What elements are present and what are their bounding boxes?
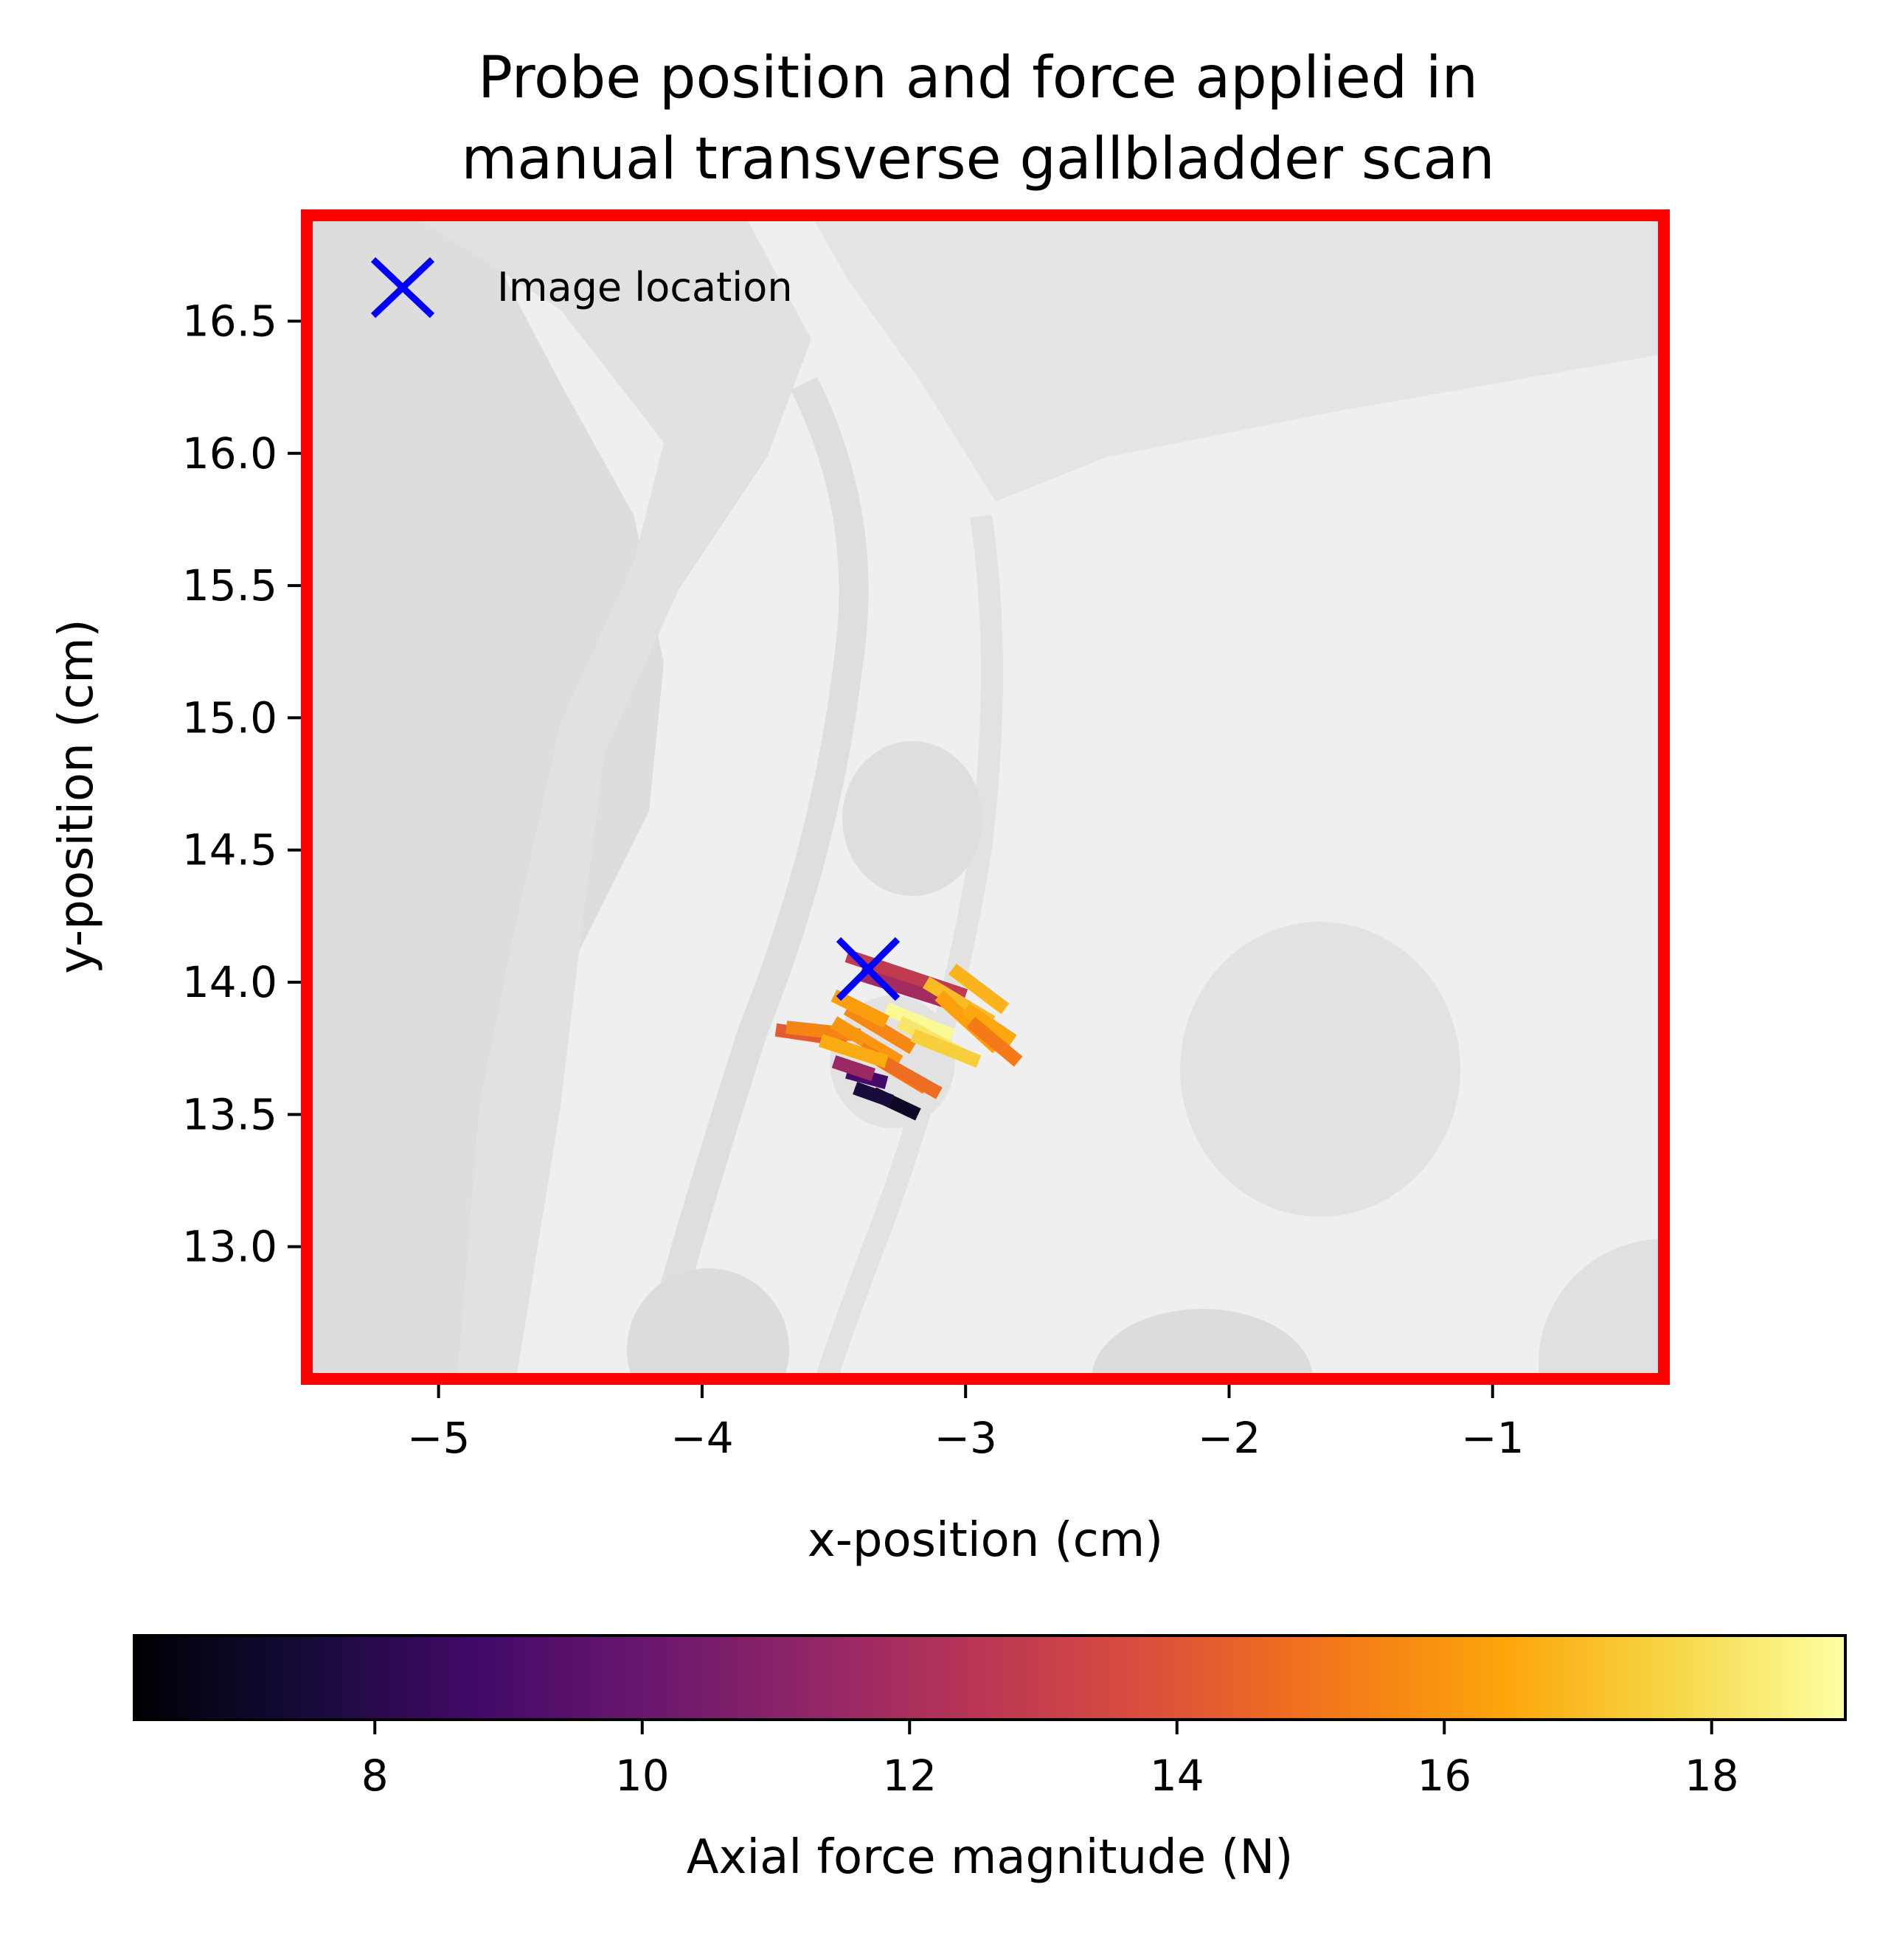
probe-force-segments (774, 949, 1023, 1121)
colorbar-tick-label: 16 (1417, 1751, 1471, 1801)
bg-blob-bottom-right (1539, 1239, 1664, 1379)
x-axis: −5 −4 −3 −2 −1 (407, 1385, 1524, 1463)
colorbar-tick-label: 12 (882, 1751, 937, 1801)
y-tick-label: 16.0 (182, 428, 277, 479)
y-tick-label: 13.0 (182, 1222, 277, 1272)
legend-x-marker-stroke-2 (370, 257, 435, 319)
x-tick-label: −5 (407, 1413, 471, 1463)
y-tick-label: 14.5 (182, 825, 277, 875)
colorbar-gradient (133, 1634, 1847, 1721)
y-tick-label: 15.0 (182, 692, 277, 743)
x-tick-label: −2 (1198, 1413, 1261, 1463)
plot-frame (301, 209, 1670, 1385)
chart-title-line-2: manual transverse gallbladder scan (461, 126, 1494, 192)
colorbar-tick-label: 10 (615, 1751, 670, 1801)
x-tick-label: −1 (1461, 1413, 1524, 1463)
background-image (307, 215, 1664, 1379)
probe-segment-16 (948, 963, 1010, 1015)
colorbar: 8 10 12 14 16 18 Axial force magnitude (N) (133, 1634, 1847, 1885)
x-axis-label: x-position (cm) (808, 1513, 1163, 1568)
x-tick-label: −3 (934, 1413, 997, 1463)
probe-segment-12 (884, 1002, 955, 1042)
y-tick-label: 16.5 (182, 296, 277, 346)
probe-segment-18 (962, 1003, 1017, 1046)
probe-segment-21 (818, 1034, 889, 1068)
bg-circle-vessel-upper (842, 741, 982, 896)
probe-segment-19 (966, 1016, 1023, 1067)
probe-segment-1 (853, 1082, 895, 1108)
colorbar-tick-label: 8 (361, 1751, 389, 1801)
colorbar-tick-label: 18 (1685, 1751, 1739, 1801)
y-axis-label: y-position (cm) (49, 619, 104, 973)
bg-vessel-line-1 (634, 377, 869, 1379)
bg-vessel-line-2 (815, 514, 1003, 1379)
legend-label: Image location (497, 264, 793, 310)
probe-segment-3 (831, 1055, 876, 1082)
x-tick-label: −4 (670, 1413, 734, 1463)
y-tick-label: 15.5 (182, 560, 277, 611)
y-tick-label: 13.5 (182, 1089, 277, 1139)
image-location-stroke-2 (836, 936, 901, 1001)
bg-circle-large (1180, 922, 1460, 1217)
bg-band-top (811, 215, 1664, 501)
image-location-marker (836, 936, 901, 1001)
chart-title-line-1: Probe position and force applied in (478, 45, 1478, 111)
colorbar-tick-label: 14 (1150, 1751, 1204, 1801)
y-axis: 13.0 13.5 14.0 14.5 15.0 15.5 16.0 16.5 (182, 296, 301, 1272)
y-tick-label: 14.0 (182, 957, 277, 1007)
colorbar-label: Axial force magnitude (N) (687, 1830, 1294, 1885)
bg-blob-bottom-left (627, 1268, 789, 1379)
bg-band-diagonal (413, 215, 811, 1379)
colorbar-ticks: 8 10 12 14 16 18 (361, 1720, 1739, 1801)
probe-segment-8 (830, 1016, 903, 1068)
probe-segment-20 (830, 989, 890, 1028)
probe-segment-14 (910, 1029, 982, 1068)
probe-segment-9 (843, 1003, 917, 1054)
legend: Image location (370, 257, 793, 319)
bg-blob-bottom-center (1092, 1309, 1313, 1379)
bg-band-left (307, 215, 664, 1379)
